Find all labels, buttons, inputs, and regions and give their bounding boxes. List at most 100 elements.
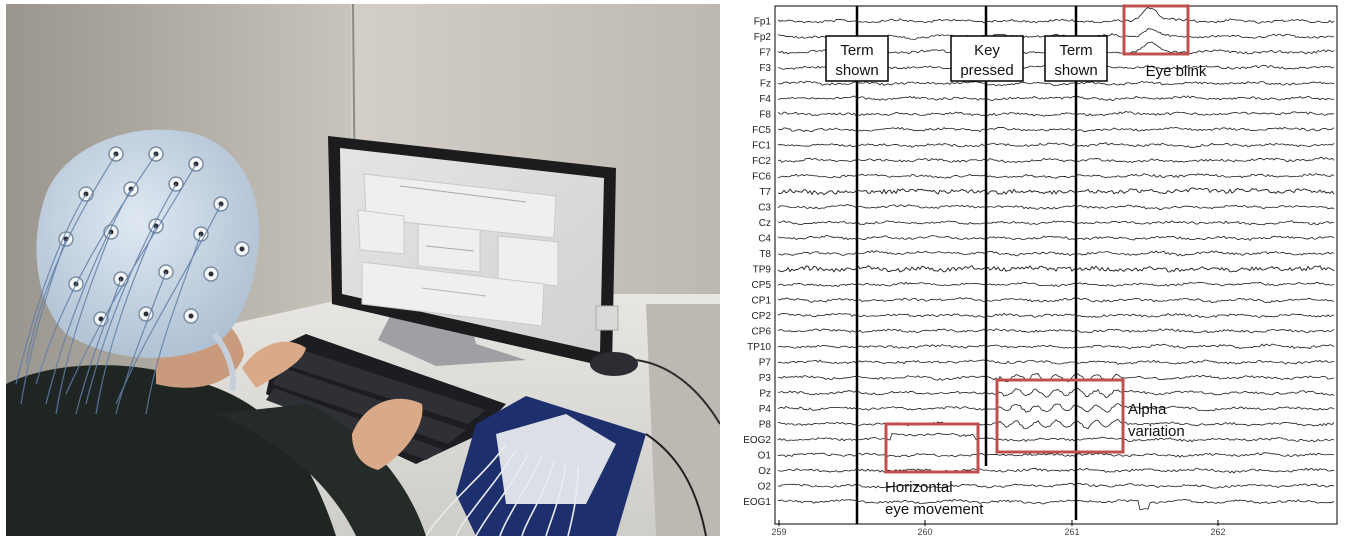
cap-chin-strap [211, 332, 236, 391]
trace-fc1 [777, 142, 1335, 148]
eeg-frame [774, 5, 1338, 525]
trace-f8 [777, 110, 1335, 117]
trace-eog1 [777, 498, 1335, 511]
trace-fz [777, 80, 1335, 87]
alpha-variation-highlight [995, 378, 1125, 454]
channel-label-fc1: FC1 [752, 141, 771, 152]
trace-cp2 [777, 312, 1335, 319]
alpha-variation-label-line2: variation [1128, 423, 1185, 440]
screen-text-line [421, 287, 487, 297]
channel-label-oz: Oz [758, 466, 771, 477]
event-callout-term-shown-2: Term shown [1044, 35, 1108, 82]
speaker [595, 305, 619, 331]
event-callout-line1: Key [974, 42, 1000, 59]
channel-label-cp6: CP6 [752, 327, 772, 338]
person-arm-right [216, 404, 426, 536]
trace-cp6 [777, 328, 1335, 334]
person-right-hand [352, 398, 423, 470]
channel-label-o1: O1 [758, 451, 772, 462]
channel-label-p4: P4 [759, 404, 772, 415]
horizontal-eye-movement-highlight [884, 422, 980, 474]
channel-label-p8: P8 [759, 420, 772, 431]
channel-label-tp10: TP10 [747, 342, 771, 353]
person-body [6, 365, 336, 536]
experiment-photo-illustration [6, 4, 720, 536]
trace-cp5 [777, 281, 1335, 288]
trace-cz [777, 220, 1335, 226]
trace-fp1 [777, 6, 1335, 24]
trace-t7 [777, 187, 1335, 196]
trace-c3 [777, 204, 1335, 211]
channel-label-o2: O2 [758, 482, 772, 493]
trace-p3 [777, 373, 1335, 383]
horizontal-eye-movement-label-line1: Horizontal [885, 479, 953, 496]
amplifier-panel [496, 414, 616, 504]
time-tick-260: 260 [917, 527, 932, 537]
amplifier-cables [425, 443, 579, 536]
channel-label-cp1: CP1 [752, 296, 772, 307]
channel-label-fz: Fz [760, 79, 771, 90]
event-callout-line2: pressed [960, 62, 1013, 79]
trace-c4 [777, 234, 1335, 242]
channel-label-f7: F7 [759, 48, 771, 59]
event-callout-line1: Term [1059, 42, 1092, 59]
eeg-recording-figure: Fp1 Fp2 F7 F3 Fz F4 F8 FC5 FC1 FC2 FC6 T7 C3 Cz C4 T8 TP… [740, 0, 1347, 540]
trace-p8 [777, 418, 1335, 430]
screen-option-right [497, 235, 559, 287]
person-left-hand [242, 341, 306, 388]
channel-label-c3: C3 [758, 203, 771, 214]
trace-tp10 [777, 343, 1335, 350]
event-callout-line2: shown [1054, 62, 1097, 79]
channel-label-fp2: Fp2 [754, 32, 772, 43]
screen-text-line [399, 185, 527, 203]
channel-label-tp9: TP9 [753, 265, 772, 276]
alpha-variation-label-line1: Alpha [1128, 401, 1167, 418]
channel-label-p3: P3 [759, 373, 772, 384]
channel-label-t7: T7 [759, 187, 771, 198]
trace-p7 [777, 359, 1335, 365]
amplifier-cable-black [645, 433, 707, 536]
cap-electrode-centers [63, 151, 245, 322]
cap-wires [15, 153, 222, 415]
channel-label-c4: C4 [758, 234, 771, 245]
mouse-cable [635, 359, 720, 425]
channel-label-t8: T8 [759, 249, 771, 260]
trace-cp1 [777, 296, 1335, 304]
channel-label-cp2: CP2 [752, 311, 772, 322]
channel-label-eog1: EOG1 [743, 497, 771, 508]
channel-label-pz: Pz [759, 389, 771, 400]
channel-label-eog2: EOG2 [743, 435, 771, 446]
trace-p4 [777, 403, 1335, 413]
mouse [590, 352, 638, 376]
trace-f4 [777, 95, 1335, 102]
trace-o2 [777, 482, 1335, 489]
channel-label-fc5: FC5 [752, 125, 771, 136]
channel-label-p7: P7 [759, 358, 772, 369]
time-tick-262: 262 [1210, 527, 1225, 537]
channel-label-fc6: FC6 [752, 172, 771, 183]
trace-t8 [777, 250, 1335, 257]
channel-label-fc2: FC2 [752, 156, 771, 167]
eye-blink-highlight [1122, 4, 1190, 56]
channel-label-f3: F3 [759, 63, 771, 74]
trace-oz [777, 467, 1334, 474]
trace-pz [777, 387, 1335, 399]
trace-fc2 [777, 157, 1335, 164]
trace-o1 [777, 452, 1335, 458]
horizontal-eye-movement-label-line2: eye movement [885, 501, 984, 518]
event-callout-key-pressed: Key pressed [950, 35, 1024, 82]
experiment-photo [6, 4, 720, 536]
screen-option-left [357, 209, 405, 255]
screen-question-box [363, 173, 557, 239]
event-callout-term-shown-1: Term shown [825, 35, 889, 82]
channel-label-fp1: Fp1 [754, 17, 772, 28]
trace-eog2 [777, 432, 1335, 443]
channel-label-cz: Cz [759, 218, 771, 229]
trace-tp9 [777, 265, 1335, 273]
time-tick-259: 259 [771, 527, 786, 537]
eeg-traces-chart: Fp1 Fp2 F7 F3 Fz F4 F8 FC5 FC1 FC2 FC6 T7 C3 Cz C4 T8 TP… [743, 4, 1338, 537]
screen-footer-box [361, 261, 545, 327]
trace-fc5 [777, 126, 1335, 133]
screen-text-line [425, 245, 475, 252]
channel-label-cp5: CP5 [752, 280, 772, 291]
